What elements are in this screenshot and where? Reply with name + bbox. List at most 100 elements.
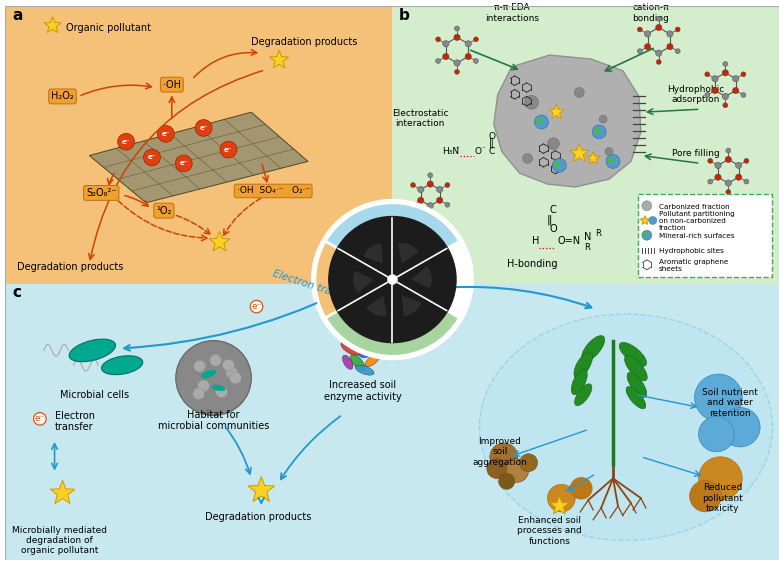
- Circle shape: [418, 197, 424, 203]
- Circle shape: [505, 459, 529, 482]
- Circle shape: [118, 133, 135, 150]
- Ellipse shape: [626, 387, 646, 409]
- Text: e⁻: e⁻: [252, 302, 262, 311]
- Text: ⁺: ⁺: [456, 146, 460, 153]
- Ellipse shape: [212, 385, 225, 391]
- Text: N: N: [584, 232, 591, 242]
- Polygon shape: [270, 50, 288, 68]
- Text: Reduced
pollutant
toxicity: Reduced pollutant toxicity: [702, 484, 742, 513]
- Ellipse shape: [619, 342, 647, 367]
- Ellipse shape: [479, 314, 773, 540]
- Circle shape: [699, 457, 742, 500]
- Circle shape: [642, 201, 652, 211]
- Circle shape: [520, 454, 538, 472]
- Circle shape: [411, 182, 415, 187]
- Circle shape: [605, 148, 613, 155]
- Ellipse shape: [582, 336, 605, 361]
- Circle shape: [675, 48, 680, 53]
- Circle shape: [436, 186, 442, 193]
- Text: Increased soil
enzyme activity: Increased soil enzyme activity: [324, 380, 401, 401]
- Circle shape: [220, 141, 237, 158]
- Ellipse shape: [355, 365, 374, 375]
- Text: Aromatic graphene
sheets: Aromatic graphene sheets: [659, 260, 728, 272]
- Circle shape: [744, 179, 749, 184]
- Circle shape: [570, 477, 592, 499]
- Circle shape: [210, 354, 221, 366]
- Circle shape: [726, 190, 731, 194]
- Text: S₂O₈²⁻: S₂O₈²⁻: [86, 188, 117, 198]
- Text: Electrostatic
interaction: Electrostatic interaction: [392, 109, 449, 128]
- Circle shape: [454, 60, 460, 66]
- Wedge shape: [401, 295, 422, 316]
- Ellipse shape: [575, 384, 592, 406]
- Text: Hydrophobic sites: Hydrophobic sites: [659, 248, 724, 254]
- Text: O=N: O=N: [558, 236, 580, 246]
- Circle shape: [708, 179, 713, 184]
- Wedge shape: [365, 295, 387, 316]
- Circle shape: [454, 69, 460, 74]
- Circle shape: [194, 360, 206, 372]
- Ellipse shape: [351, 354, 365, 370]
- Circle shape: [594, 128, 600, 134]
- Circle shape: [722, 93, 728, 100]
- Text: H₂O₂: H₂O₂: [51, 91, 74, 101]
- Circle shape: [428, 173, 432, 178]
- Text: b: b: [398, 8, 409, 23]
- Wedge shape: [315, 213, 362, 346]
- Ellipse shape: [201, 370, 216, 378]
- Text: Soil nutrient
and water
retention: Soil nutrient and water retention: [703, 388, 758, 418]
- Text: Pollutant partitioning
on non-carbonized
fraction: Pollutant partitioning on non-carbonized…: [659, 212, 735, 231]
- Circle shape: [722, 70, 728, 76]
- Circle shape: [644, 31, 650, 37]
- Text: Organic pollutant: Organic pollutant: [66, 24, 151, 33]
- Circle shape: [552, 158, 566, 172]
- Circle shape: [599, 115, 607, 123]
- Polygon shape: [569, 144, 589, 162]
- Circle shape: [725, 180, 731, 186]
- Text: e⁻: e⁻: [161, 131, 170, 137]
- Polygon shape: [640, 216, 650, 225]
- Text: a: a: [12, 8, 23, 23]
- Text: ¹O₂: ¹O₂: [156, 205, 171, 216]
- Circle shape: [715, 162, 721, 168]
- Text: R: R: [595, 229, 601, 238]
- Circle shape: [192, 388, 205, 400]
- Circle shape: [741, 92, 746, 97]
- Bar: [5, 6, 393, 284]
- Circle shape: [490, 443, 518, 471]
- Circle shape: [474, 59, 478, 64]
- Circle shape: [442, 53, 449, 60]
- Circle shape: [329, 217, 456, 342]
- Text: O: O: [549, 224, 557, 234]
- Circle shape: [176, 341, 252, 415]
- Circle shape: [649, 217, 657, 225]
- Circle shape: [436, 197, 442, 203]
- Ellipse shape: [341, 342, 361, 355]
- Text: ·OH  SO₄·⁻   O₂·⁻: ·OH SO₄·⁻ O₂·⁻: [237, 186, 310, 195]
- Ellipse shape: [101, 356, 143, 374]
- Circle shape: [723, 61, 728, 66]
- Text: e⁻: e⁻: [224, 146, 233, 153]
- Text: e⁻: e⁻: [122, 138, 130, 145]
- Circle shape: [667, 43, 673, 50]
- FancyBboxPatch shape: [638, 194, 772, 276]
- Ellipse shape: [365, 354, 380, 367]
- Circle shape: [198, 380, 210, 392]
- Circle shape: [606, 154, 620, 168]
- Circle shape: [196, 119, 212, 136]
- Text: e⁻: e⁻: [199, 125, 208, 131]
- Circle shape: [537, 118, 542, 124]
- Circle shape: [230, 372, 241, 384]
- Circle shape: [465, 53, 471, 60]
- Circle shape: [726, 148, 731, 153]
- Polygon shape: [587, 151, 600, 164]
- Circle shape: [675, 27, 680, 32]
- Circle shape: [435, 37, 441, 42]
- Circle shape: [442, 41, 449, 47]
- Circle shape: [741, 72, 746, 77]
- Circle shape: [548, 138, 559, 150]
- Text: Enhanced soil
processes and
functions: Enhanced soil processes and functions: [517, 516, 582, 546]
- Text: O: O: [489, 132, 495, 141]
- Circle shape: [721, 408, 760, 447]
- Circle shape: [715, 174, 721, 180]
